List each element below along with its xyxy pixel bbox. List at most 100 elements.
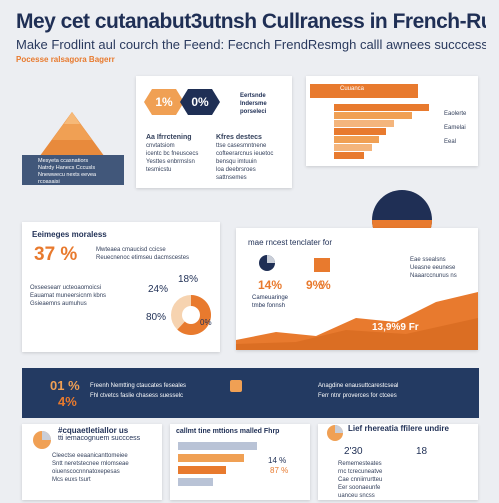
area-card-title: mae rncest tenclater for xyxy=(248,238,333,247)
col2-line: loa deebrsroes xyxy=(216,167,256,173)
pyramid-line: Mesyeta ccasnatiors xyxy=(38,158,89,164)
hbar xyxy=(334,112,412,119)
bars-card: Cuuanca Eaolerte Eamelai Eeal xyxy=(306,76,478,166)
area-caption: Cameuaringe xyxy=(252,295,289,301)
stats-banner: 01 % 4% Freenh Nemtting ctaucates feseal… xyxy=(22,368,479,418)
bl-line: oiuenscocnnnatoxepesas xyxy=(52,469,120,475)
donut-line: Oxseesearr ucteoaomoicsi xyxy=(30,285,102,291)
bars-legend-item: Eeal xyxy=(444,139,457,145)
banner-text1: Freenh Nemtting ctaucates feseales Fhl c… xyxy=(90,382,228,400)
bl-pie-icon xyxy=(33,431,51,449)
bl-lines: Cleectse eeaanicanttomeiee Sntt neretste… xyxy=(52,452,158,484)
donut-line: Reuecnenoc etimseu dacmscestes xyxy=(96,255,190,261)
side-line: Eertsnde xyxy=(240,93,266,99)
bm-bar xyxy=(178,442,258,450)
donut-chart xyxy=(171,295,212,335)
br-line: uanceu sncss xyxy=(338,493,375,499)
col2-line: bensqu imtuuin xyxy=(216,159,257,165)
area-captions: Cameuaringe tmbe fonnsh xyxy=(252,294,316,310)
col1-line: icentc bc fneuscecs xyxy=(146,151,199,157)
hex-col2: Kfres destecs ttse casesmntnene cofteera… xyxy=(216,134,288,182)
donut-line: Mwteaea cmaucisd ccicse xyxy=(96,247,166,253)
donut-top-lines: Mwteaea cmaucisd ccicse Reuecnenoc etims… xyxy=(96,246,216,262)
area-chart xyxy=(236,292,478,350)
hbar xyxy=(334,144,372,151)
donut-pct-a: 18% xyxy=(178,274,199,285)
pyramid-line: Nnewwecu nexts eevea rcoasaisi xyxy=(38,172,97,185)
area-value: 13,9%9 Fr xyxy=(372,322,419,333)
pyramid-text: Mesyeta ccasnatiors Natrdy Hanecs Cccusl… xyxy=(38,158,118,186)
side-line: Indersme xyxy=(240,101,267,107)
banner-pct-b: 4% xyxy=(58,394,77,409)
bm-bar xyxy=(178,454,244,462)
bm-bar xyxy=(178,466,227,474)
col1-line: Yesttes enbrmslsn xyxy=(146,159,195,165)
section-tag: Pocesse ralsagora Bagerr xyxy=(16,55,115,64)
donut-line: Eauamat muneersicnm kbns xyxy=(30,293,107,299)
banner-line: Ferr ntnr proverces for ctcees xyxy=(318,393,397,399)
area-pct1: 14% xyxy=(258,278,283,292)
donut-pct-d: 0% xyxy=(200,318,212,327)
hbar xyxy=(334,136,379,143)
area-legend-item: Ueasne eeunese xyxy=(410,265,456,271)
br-pct-b: 18 xyxy=(416,446,428,457)
pyramid-panel xyxy=(22,155,124,185)
area-pct2: 9% xyxy=(306,278,324,292)
br-line: Rememesteates xyxy=(338,461,382,467)
banner-text2: Anagdine enausuttcarestcseal Ferr ntnr p… xyxy=(318,382,468,400)
col1-title: Aa Ifrrctening xyxy=(146,134,192,141)
donut-card-title: Eeimeges moraless xyxy=(32,230,107,239)
area-legend-item: Naaarccnunus ns xyxy=(410,273,457,279)
hbar xyxy=(334,104,429,111)
page-title: Mey cet cutanabut3utnsh Cullraness in Fr… xyxy=(16,10,486,33)
donut-big-number: 37 % xyxy=(34,244,78,265)
hbar xyxy=(334,128,386,135)
col2-line: sattnsemes xyxy=(216,175,247,181)
bl-subtitle: tti iemacognuem succcess xyxy=(58,435,141,442)
bl-title: #cquaetletiallor us xyxy=(58,426,129,435)
donut-hole xyxy=(182,306,200,324)
br-lines: Rememesteates rnc tcrecuneatve Cae cnnii… xyxy=(338,460,474,500)
bottom-left-card: #cquaetletiallor us tti iemacognuem succ… xyxy=(22,424,162,500)
page-subtitle: Make Frodlint aul courch the Feend: Fecn… xyxy=(16,37,486,52)
hex-card: 1% 0% Eertsnde Indersme porseleci Aa Ifr… xyxy=(136,76,292,188)
br-title: Lief rhereatia ffilere undire xyxy=(348,424,449,433)
mini-pie-icon xyxy=(259,255,275,271)
br-pct: 2'30 xyxy=(344,446,363,457)
col1-line: cnvtatsiom xyxy=(146,143,175,149)
col1-line: tesmicstu xyxy=(146,167,172,173)
br-line: Cae cnniirrurtteu xyxy=(338,477,383,483)
bm-bar xyxy=(178,478,214,486)
col2-line: cofteerarcnus ieuetoc xyxy=(216,151,274,157)
bm-pct-a: 14 % xyxy=(268,456,287,465)
bottom-right-card: Lief rhereatia ffilere undire 2'30 18 Re… xyxy=(318,424,478,500)
donut-line: Gsieaemns aumuhus xyxy=(30,301,87,307)
banner-pct-a: 01 % xyxy=(50,378,80,393)
col2-title: Kfres destecs xyxy=(216,134,262,141)
bl-line: Mcs euxs tsurt xyxy=(52,477,91,483)
donut-left-lines: Oxseesearr ucteoaomoicsi Eauamat muneers… xyxy=(30,284,130,308)
pyramid-graphic xyxy=(34,112,110,164)
area-card: mae rncest tenclater for 14% 9% % Cameua… xyxy=(236,228,478,350)
banner-line: Anagdine enausuttcarestcseal xyxy=(318,383,399,389)
hbar xyxy=(334,120,394,127)
flame-icon xyxy=(230,380,242,392)
bar-icon xyxy=(314,258,330,272)
bars-legend-item: Eaolerte xyxy=(444,111,467,117)
br-pie-icon xyxy=(327,425,343,441)
bl-line: Sntt neretstecnee rnlomseae xyxy=(52,461,129,467)
bl-line: Cleectse eeaanicanttomeiee xyxy=(52,453,128,459)
donut-pct-c: 80% xyxy=(146,312,167,323)
bars-card-head: Cuuanca xyxy=(310,84,418,98)
bars-legend: Eaolerte Eamelai Eeal xyxy=(444,110,476,146)
hex-col1: Aa Ifrrctening cnvtatsiom icentc bc fneu… xyxy=(146,134,208,174)
donut-pct-b: 24% xyxy=(148,284,169,295)
col2-line: ttse casesmntnene xyxy=(216,143,267,149)
banner-line: Fhl ctvetcs faslie chasess suesselc xyxy=(90,393,184,399)
area-caption: tmbe fonnsh xyxy=(252,303,286,309)
bm-pct-b: 87 % xyxy=(270,466,289,475)
hex-badge-navy: 0% xyxy=(180,89,220,115)
side-line: porseleci xyxy=(240,109,267,115)
donut-card: Eeimeges moraless 37 % Mwteaea cmaucisd … xyxy=(22,222,220,352)
br-line: Eer soonaeunfe xyxy=(338,485,381,491)
